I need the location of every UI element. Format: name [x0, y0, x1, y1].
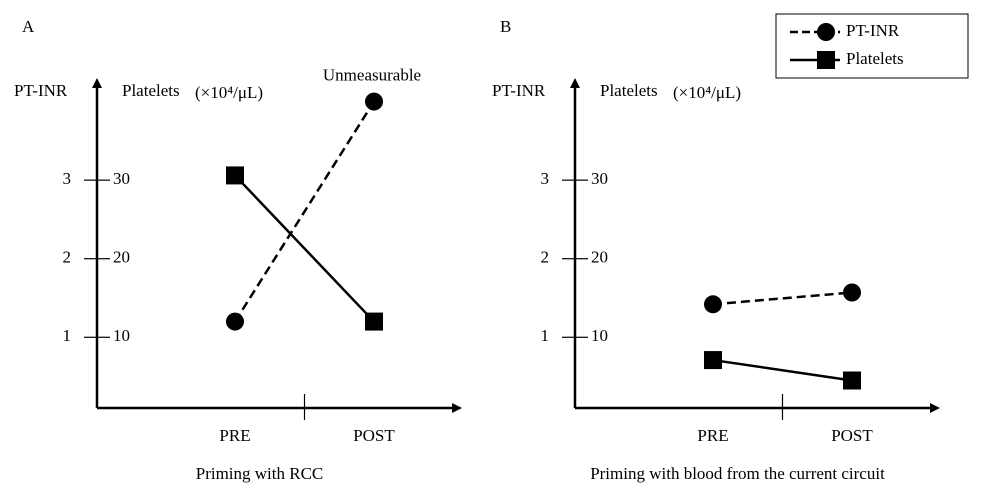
y2-axis-label: Platelets [122, 81, 180, 100]
y-tick-label: 3 [63, 169, 72, 188]
point [704, 351, 722, 370]
legend-label: Platelets [846, 49, 904, 68]
point [226, 166, 244, 185]
y-tick-label: 1 [63, 326, 72, 345]
series-line [712, 291, 853, 306]
y2-tick-label: 30 [113, 169, 130, 188]
series-line [234, 174, 375, 323]
x-axis-label: Priming with blood from the current circ… [590, 464, 885, 483]
x-axis-arrow [930, 403, 940, 413]
y2-tick-label: 10 [591, 326, 608, 345]
y-tick-label: 1 [541, 326, 550, 345]
legend-marker [817, 51, 835, 69]
panel-label: A [22, 17, 35, 36]
y2-tick-label: 20 [113, 248, 130, 267]
series-line [712, 358, 853, 382]
y2-unit: (×10⁴/μL) [195, 83, 263, 102]
point [843, 283, 861, 302]
y-tick-label: 2 [63, 248, 72, 267]
point [226, 312, 244, 331]
y-axis-arrow [92, 78, 102, 88]
x-axis-arrow [452, 403, 462, 413]
y-tick-label: 2 [541, 248, 550, 267]
x-tick-label: PRE [697, 426, 728, 445]
x-tick-label: POST [831, 426, 873, 445]
x-tick-label: POST [353, 426, 395, 445]
point [365, 92, 383, 111]
annotation: Unmeasurable [323, 65, 421, 84]
y2-tick-label: 30 [591, 169, 608, 188]
y-axis-arrow [570, 78, 580, 88]
legend-marker [817, 23, 835, 41]
y-axis-label: PT-INR [14, 81, 68, 100]
y-tick-label: 3 [541, 169, 550, 188]
panel-label: B [500, 17, 511, 36]
y2-tick-label: 20 [591, 248, 608, 267]
y-axis-label: PT-INR [492, 81, 546, 100]
y2-unit: (×10⁴/μL) [673, 83, 741, 102]
point [365, 312, 383, 331]
legend-label: PT-INR [846, 21, 900, 40]
x-axis-label: Priming with RCC [196, 464, 324, 483]
legend-box [775, 13, 969, 79]
point [843, 371, 861, 390]
x-tick-label: PRE [219, 426, 250, 445]
series-line [233, 100, 376, 323]
y2-axis-label: Platelets [600, 81, 658, 100]
y2-tick-label: 10 [113, 326, 130, 345]
point [704, 295, 722, 314]
